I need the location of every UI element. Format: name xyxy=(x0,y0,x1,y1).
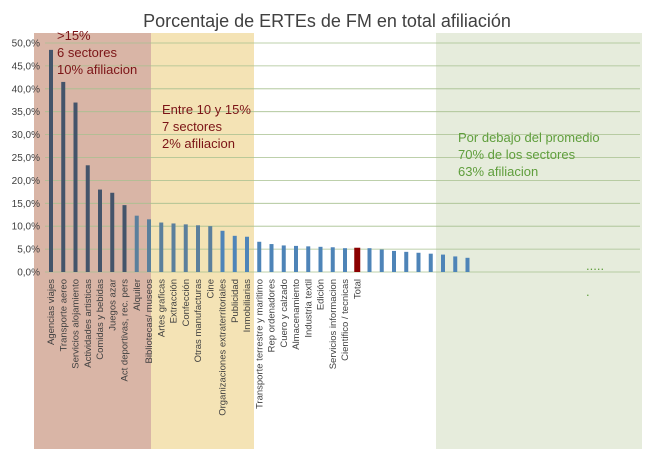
y-tick-label: 30,0% xyxy=(12,130,40,141)
bar xyxy=(61,81,66,273)
y-tick-label: 45,0% xyxy=(12,61,40,72)
bar xyxy=(171,223,176,272)
x-tick-label: Otras manufacturas xyxy=(193,279,204,363)
group-bands xyxy=(34,33,642,449)
y-tick-label: 20,0% xyxy=(12,176,40,187)
bar xyxy=(257,241,262,272)
bar xyxy=(428,253,433,272)
bar xyxy=(441,254,445,272)
annotation-mid: Entre 10 y 15% xyxy=(162,102,251,117)
x-tick-label: Confección xyxy=(181,279,192,327)
bar xyxy=(183,224,188,272)
x-tick-label: Agencias viajes xyxy=(46,279,57,345)
annotation-mid: 2% afiliacion xyxy=(162,136,235,151)
band-high xyxy=(34,33,151,449)
bar xyxy=(147,219,151,272)
x-tick-label: Transporte terrestre y maritimo xyxy=(254,279,265,409)
x-tick-label: Alquiler xyxy=(132,279,143,311)
bar xyxy=(306,246,311,272)
bar xyxy=(134,215,139,272)
x-axis-labels: Agencias viajes Transporte aereo Servicios… xyxy=(46,279,363,416)
x-tick-label: Cine xyxy=(205,279,216,299)
bar xyxy=(98,189,102,272)
band-low xyxy=(436,33,642,449)
x-tick-label: Act deportivas, rec. pers xyxy=(120,279,131,382)
bar xyxy=(343,248,347,272)
x-tick-label: Actividades artisticas xyxy=(83,279,94,368)
bar xyxy=(453,256,458,272)
bar xyxy=(354,247,361,272)
bar xyxy=(330,247,335,272)
y-tick-label: 0,0% xyxy=(17,268,40,279)
y-tick-label: 15,0% xyxy=(12,199,40,210)
x-tick-label: Comidas y bebidas xyxy=(95,279,106,360)
x-tick-label: Servicios informacion xyxy=(328,279,339,369)
bar xyxy=(122,205,127,272)
bar xyxy=(196,225,200,272)
x-tick-label: Servicios alojamiento xyxy=(71,279,82,369)
bar xyxy=(392,250,396,272)
bar xyxy=(110,192,115,272)
annotation-low: 70% de los sectores xyxy=(458,147,576,162)
x-tick-label: Organizaciones extraterritoriales xyxy=(218,279,229,416)
x-tick-label: Bibliotecas/ museos xyxy=(144,279,155,364)
bar xyxy=(416,252,421,272)
x-tick-label: Almacenamiento xyxy=(291,279,302,350)
annotation-high: 6 sectores xyxy=(57,45,117,60)
chart-title: Porcentaje de ERTEs de FM en total afili… xyxy=(143,11,511,31)
bar xyxy=(367,248,372,272)
y-tick-label: 25,0% xyxy=(12,153,40,164)
bar xyxy=(49,49,53,273)
bar xyxy=(85,165,90,272)
bar xyxy=(465,257,470,272)
bar xyxy=(404,251,409,272)
x-tick-label: Juegos azar xyxy=(107,279,118,331)
bar xyxy=(269,244,274,272)
x-tick-label: Cuero y calzado xyxy=(279,279,290,348)
x-tick-label: Rep ordenadores xyxy=(267,279,278,353)
y-tick-label: 50,0% xyxy=(12,39,40,50)
bar xyxy=(294,245,298,272)
x-tick-label: Publicidad xyxy=(230,279,241,323)
gridlines xyxy=(45,42,640,273)
annotation-high: 10% afiliacion xyxy=(57,62,137,77)
x-tick-label: Total xyxy=(352,279,363,299)
y-axis-ticks: 0,0% 5,0% 10,0% 15,0% 20,0% 25,0% 30,0% 35,0% 40… xyxy=(12,39,40,279)
x-tick-label: Industria textil xyxy=(303,279,314,338)
annotations: >15% 6 sectores 10% afiliacion Entre 10 y 1… xyxy=(57,28,604,299)
y-tick-label: 35,0% xyxy=(12,107,40,118)
x-tick-label: Edición xyxy=(316,279,327,310)
bars xyxy=(49,49,470,273)
annotation-high: >15% xyxy=(57,28,91,43)
annotation-low: Por debajo del promedio xyxy=(458,130,600,145)
bar xyxy=(245,236,249,272)
bar xyxy=(73,102,78,272)
x-tick-label: Artes graficas xyxy=(156,279,167,337)
band-mid xyxy=(151,33,254,449)
x-tick-label: Cientifico / tecnicas xyxy=(340,279,351,361)
bar xyxy=(159,222,164,272)
x-tick-label: Transporte aereo xyxy=(58,279,69,352)
bar xyxy=(220,230,225,272)
y-tick-label: 5,0% xyxy=(17,245,40,256)
bar xyxy=(208,226,213,272)
annotation-mid: 7 sectores xyxy=(162,119,222,134)
y-tick-label: 40,0% xyxy=(12,84,40,95)
annotation-dot: . xyxy=(586,284,590,299)
x-tick-label: Extracción xyxy=(169,279,180,323)
bar xyxy=(281,245,286,272)
bar xyxy=(379,249,384,272)
bar xyxy=(232,235,237,272)
y-tick-label: 10,0% xyxy=(12,222,40,233)
bar xyxy=(318,246,323,272)
annotation-ellipsis: ..... xyxy=(586,258,604,273)
x-tick-label: Inmobiliarias xyxy=(242,279,253,333)
annotation-low: 63% afiliacion xyxy=(458,164,538,179)
